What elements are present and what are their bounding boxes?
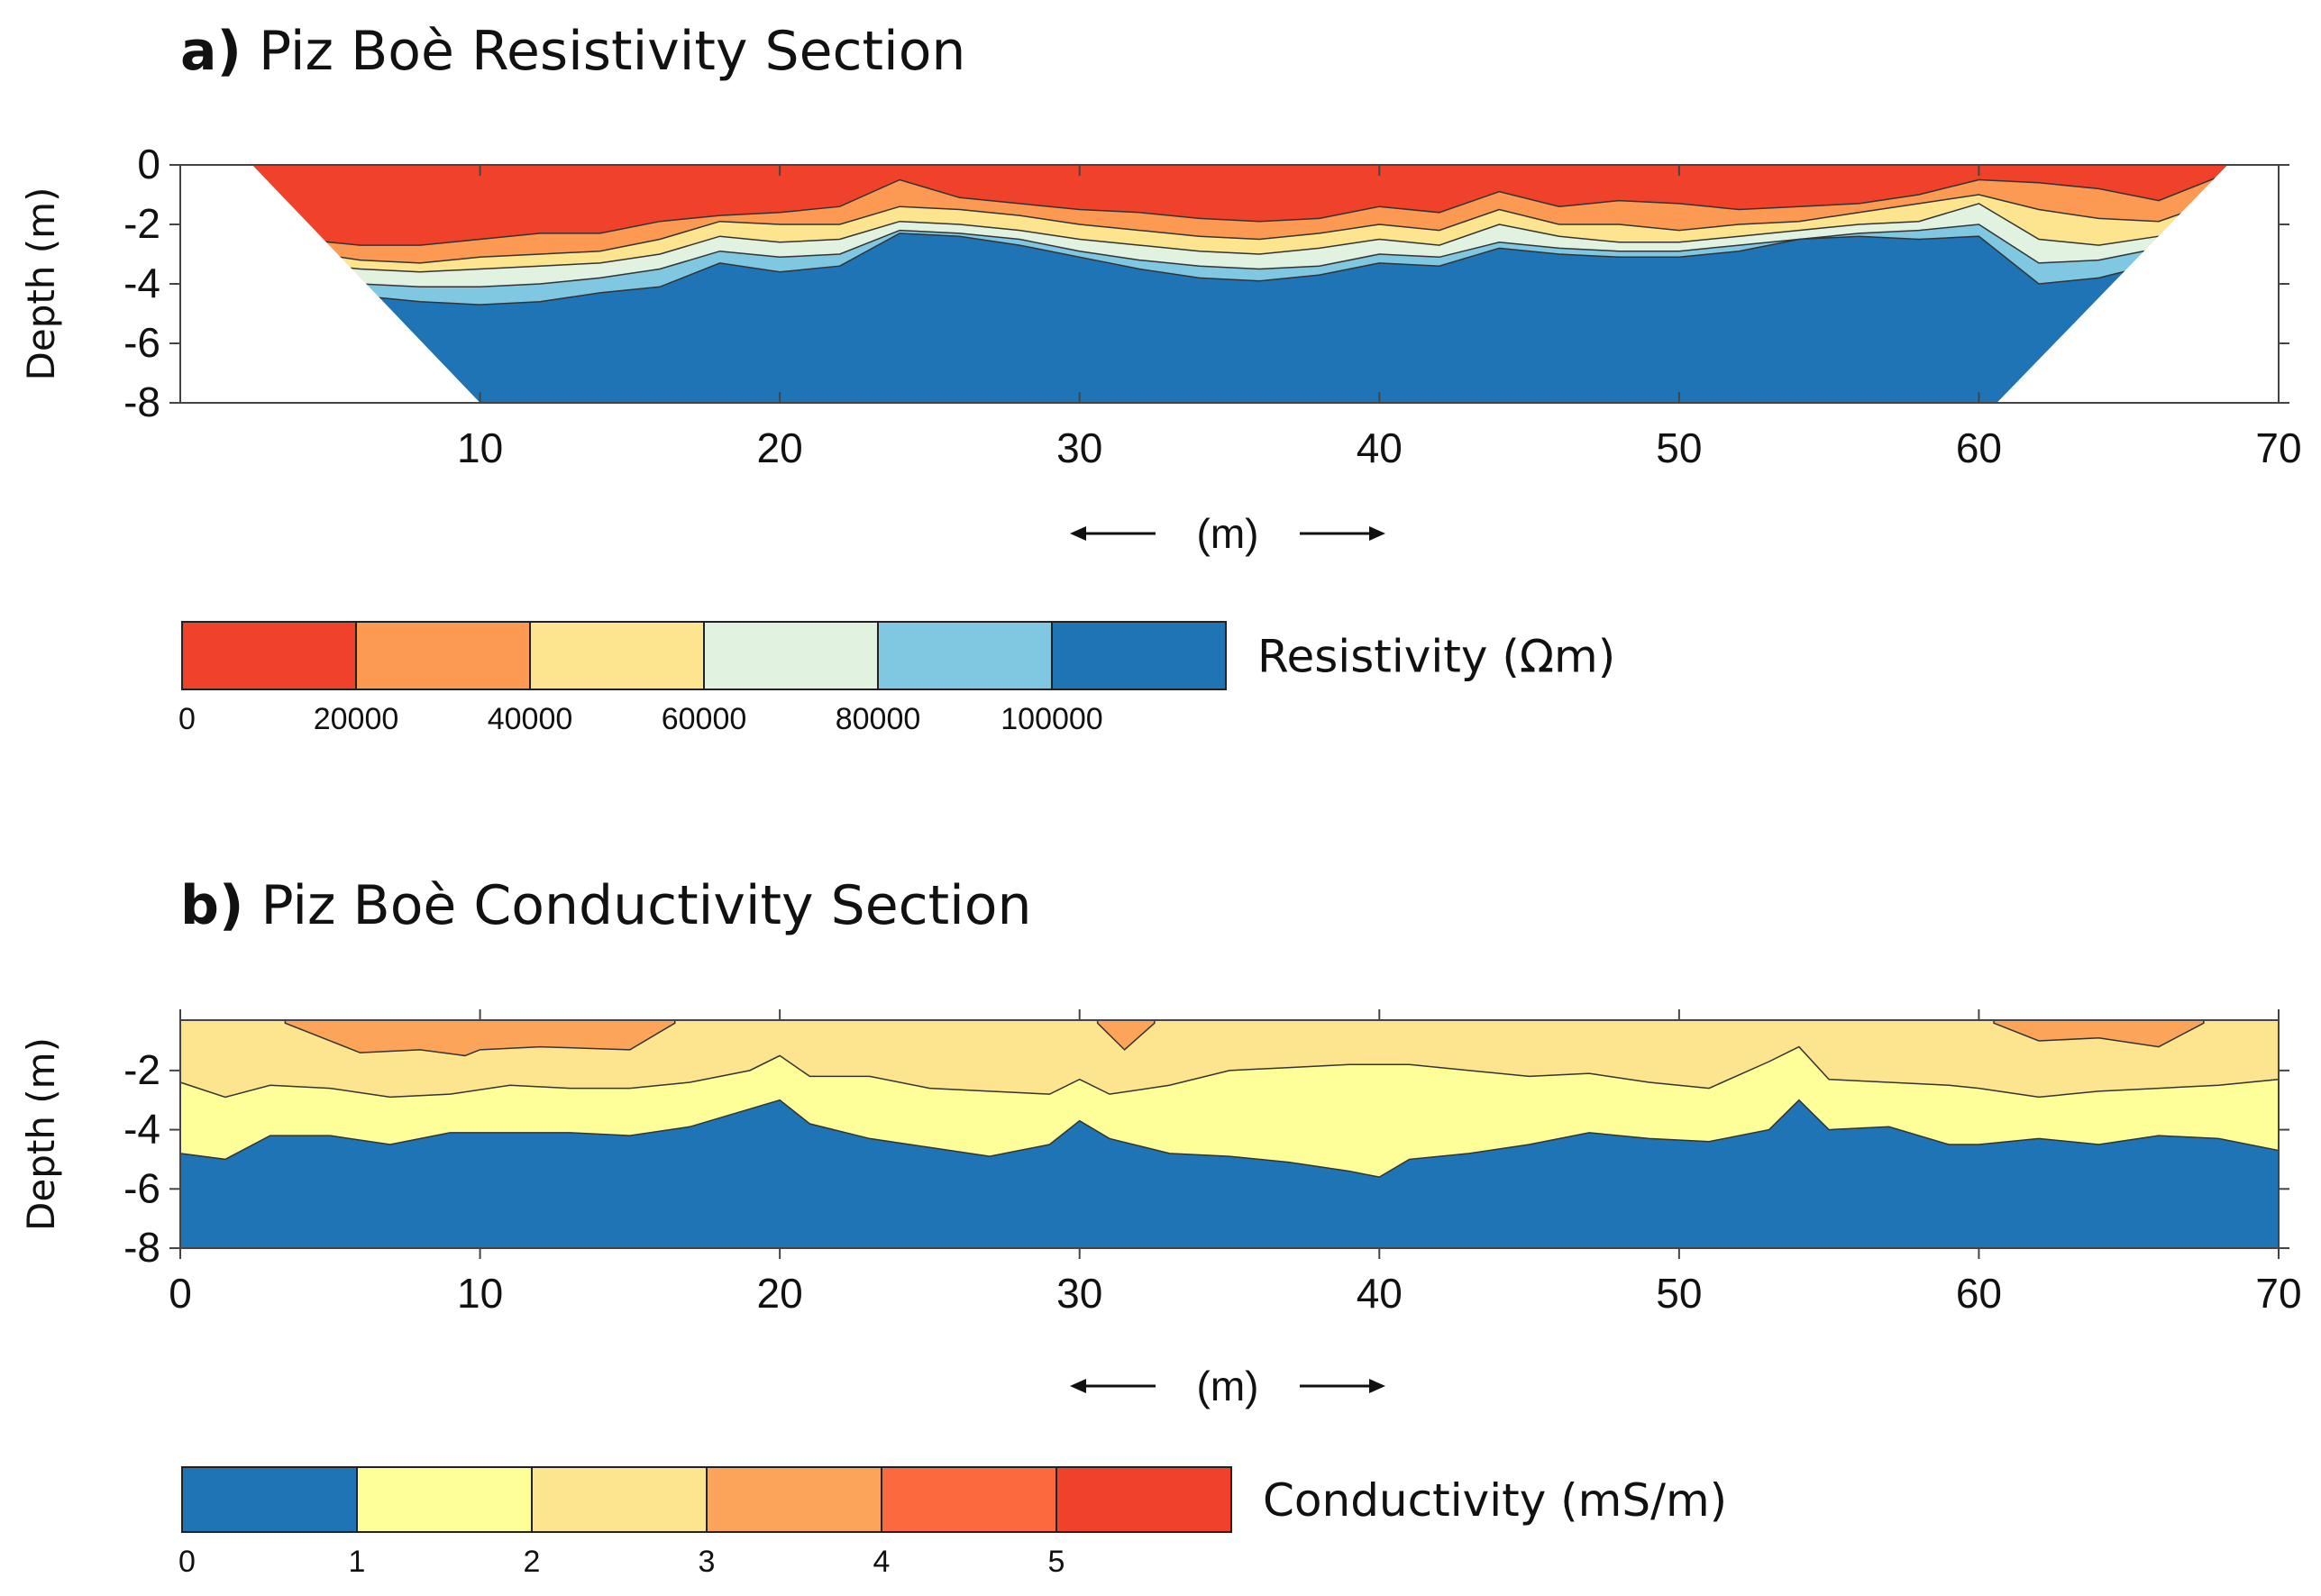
panel-a-chart: 10 20 30 40 50 60 70 0 -2 -4 -6 -8 Depth (m) (m) 0 2000…: [19, 141, 2302, 736]
panel-a-title-text: Piz Boè Resistivity Section: [259, 20, 966, 83]
panel-a-mask-left: [180, 165, 480, 403]
panel-b-x-unit-label: (m): [1197, 1363, 1259, 1409]
panel-a-x-tick-label: 70: [2255, 424, 2301, 471]
panel-a-y-axis-label: Depth (m): [19, 187, 63, 381]
panel-b-colorbar-tick-label: 3: [699, 1545, 716, 1579]
panel-a-layer-class-5: [251, 233, 2228, 403]
panel-a-x-unit-label: (m): [1197, 510, 1259, 557]
panel-a-title: a) Piz Boè Resistivity Section: [180, 20, 965, 83]
panel-b-x-tick-label: 0: [169, 1270, 192, 1317]
panel-b-colorbar-tick-label: 1: [349, 1545, 366, 1579]
panel-a-x-tick-label: 10: [457, 424, 503, 471]
panel-b-right-arrowhead: [1369, 1379, 1385, 1393]
panel-a-y-tick-label: -8: [123, 378, 160, 425]
panel-b-x-tick-label: 20: [757, 1270, 803, 1317]
panel-a-y-tick-label: -4: [123, 260, 160, 306]
panel-a-colorbar-tick-label: 100000: [1001, 702, 1102, 736]
panel-b-frame: [179, 1019, 2280, 1249]
panel-b-colorbar-segment: [1055, 1466, 1232, 1533]
panel-a-x-tick-label: 30: [1056, 424, 1102, 471]
panel-a-letter: a): [180, 20, 242, 83]
panel-b-chart: 0 10 20 30 40 50 60 70 -2 -4 -6 -8 Depth (m) (m) 0 1 2 3 4…: [19, 1009, 2302, 1579]
panel-a-colorbar-segment: [529, 621, 705, 690]
panel-b-x-tick-label: 50: [1656, 1270, 1702, 1317]
panel-b-x-tick-label: 10: [457, 1270, 503, 1317]
panel-b-y-tick-label: -6: [123, 1164, 160, 1211]
panel-b-colorbar-segment: [881, 1466, 1057, 1533]
panel-b-colorbar-tick-label: 0: [178, 1545, 196, 1579]
panel-a-colorbar-segment: [703, 621, 879, 690]
panel-b-colorbar-segment: [531, 1466, 708, 1533]
panel-b-y-axis-label: Depth (m): [19, 1037, 63, 1231]
panel-b-letter: b): [180, 874, 244, 937]
panel-a-x-tick-label: 50: [1656, 424, 1702, 471]
panel-b-colorbar-tick-label: 4: [873, 1545, 891, 1579]
panel-b-x-tick-label: 30: [1056, 1270, 1102, 1317]
panel-a-colorbar-segment: [877, 621, 1053, 690]
panel-a-colorbar-segment: [181, 621, 357, 690]
panel-b-x-tick-label: 70: [2255, 1270, 2301, 1317]
panel-a-left-arrowhead: [1070, 526, 1086, 541]
panel-a-x-tick-label: 40: [1357, 424, 1403, 471]
panel-a-colorbar-title: Resistivity (Ωm): [1257, 631, 1615, 683]
panel-a-mask-right: [1997, 165, 2279, 403]
panel-b-colorbar-segment: [706, 1466, 882, 1533]
panel-b-y-tick-label: -2: [123, 1046, 160, 1093]
panel-a-colorbar-tick-label: 80000: [836, 702, 921, 736]
panel-a-right-arrowhead: [1369, 526, 1385, 541]
panel-a-colorbar-tick-label: 40000: [488, 702, 573, 736]
panel-b-colorbar-tick-label: 2: [524, 1545, 541, 1579]
panel-a-colorbar-tick-label: 20000: [314, 702, 399, 736]
panel-b-layer-class-0: [179, 1099, 2280, 1249]
panel-b-colorbar-segment: [356, 1466, 533, 1533]
panel-b-title: b) Piz Boè Conductivity Section: [180, 874, 1032, 937]
panel-a-colorbar-tick-label: 0: [178, 702, 196, 736]
panel-b-title-text: Piz Boè Conductivity Section: [260, 874, 1032, 937]
panel-a-colorbar-segment: [355, 621, 531, 690]
panel-a-y-tick-label: 0: [137, 141, 160, 187]
panel-b-y-tick-label: -8: [123, 1224, 160, 1271]
panel-b-y-tick-label: -4: [123, 1106, 160, 1153]
panel-b-x-tick-label: 40: [1357, 1270, 1403, 1317]
panel-a-x-tick-label: 20: [757, 424, 803, 471]
panel-b-colorbar-title: Conductivity (mS/m): [1263, 1474, 1727, 1527]
panel-a-y-tick-label: -2: [123, 200, 160, 247]
panel-b-x-tick-label: 60: [1956, 1270, 2002, 1317]
panel-a-colorbar-tick-label: 60000: [662, 702, 747, 736]
panel-b-left-arrowhead: [1070, 1379, 1086, 1393]
panel-b-colorbar-segment: [181, 1466, 358, 1533]
panel-a-layers: [251, 165, 2228, 403]
panel-a-colorbar-segment: [1051, 621, 1227, 690]
panel-a-y-tick-label: -6: [123, 319, 160, 366]
panel-a-x-tick-label: 60: [1956, 424, 2002, 471]
panel-b-colorbar-tick-label: 5: [1048, 1545, 1065, 1579]
